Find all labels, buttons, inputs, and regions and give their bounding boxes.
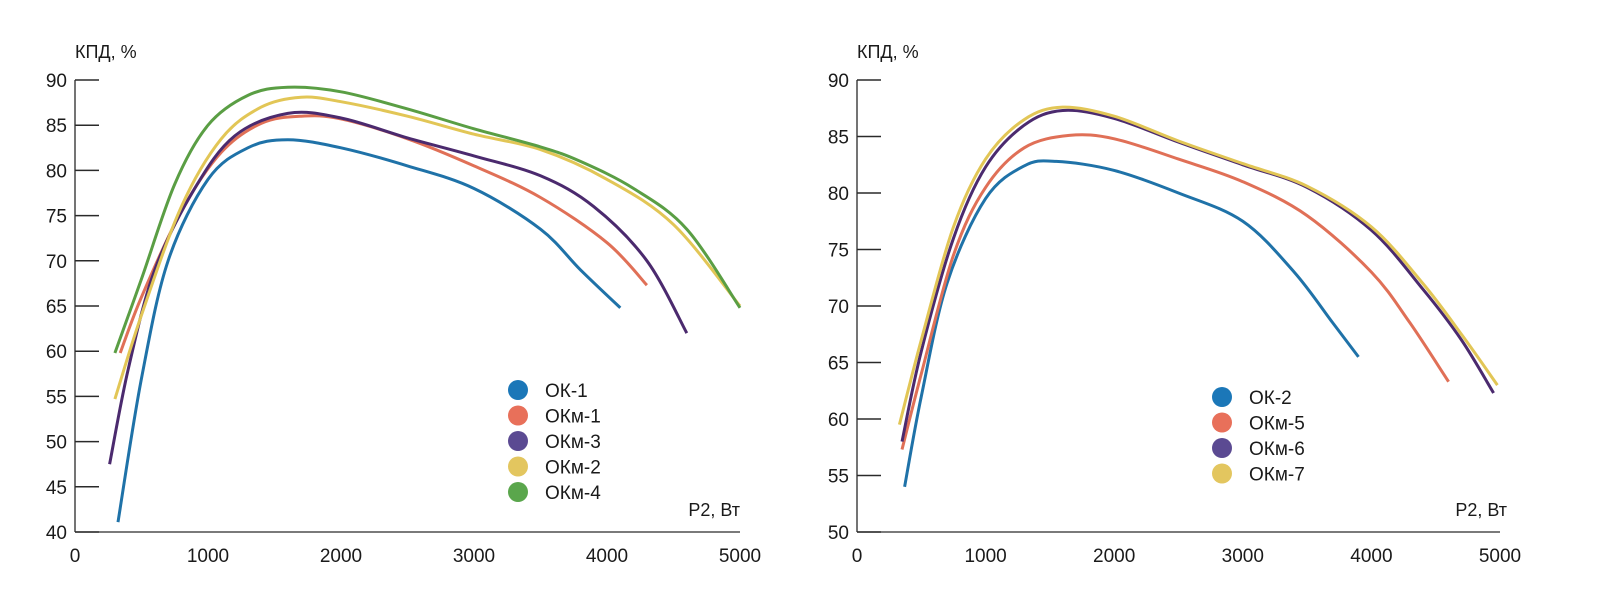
y-tick-label: 65 <box>46 297 67 318</box>
legend-marker <box>508 405 528 426</box>
legend: ОК-2 ОКм-5 ОКм-6 ОКм-7 <box>1212 387 1305 486</box>
y-tick-label: 50 <box>828 523 849 544</box>
y-tick-label: 90 <box>46 71 67 92</box>
legend-label: ОКм-2 <box>545 458 601 479</box>
y-tick-label: 40 <box>46 523 67 544</box>
series-lines <box>108 85 742 523</box>
legend-label: ОК-1 <box>545 381 588 402</box>
x-ticks: 0 1000 2000 3000 4000 5000 <box>852 546 1521 567</box>
series-lines <box>897 105 1499 488</box>
x-tick-label: 1000 <box>964 546 1006 567</box>
y-tick-label: 90 <box>828 71 849 92</box>
x-tick-label: 2000 <box>1093 546 1135 567</box>
x-tick-label: 3000 <box>1222 546 1264 567</box>
y-tick-label: 85 <box>46 116 67 137</box>
y-ticks: 50 55 60 65 70 75 80 85 90 <box>828 71 1500 544</box>
y-ticks: 40 45 50 55 60 65 70 75 80 85 90 <box>46 71 740 544</box>
y-tick-label: 55 <box>46 387 67 408</box>
legend-label: ОК-2 <box>1249 388 1292 409</box>
series-line-ОКм-2 <box>113 95 742 400</box>
legend-marker <box>508 456 528 477</box>
series-line-ОКм-1 <box>118 114 649 354</box>
y-tick-label: 75 <box>46 207 67 228</box>
x-ticks: 0 1000 2000 3000 4000 5000 <box>70 546 761 567</box>
legend-label: ОКм-3 <box>545 432 601 453</box>
chart-left: КПД, % P2, Вт 40 45 50 55 60 65 70 75 80 85 90 0 10… <box>46 42 761 567</box>
y-axis-title: КПД, % <box>75 42 137 62</box>
x-tick-label: 1000 <box>187 546 229 567</box>
series-line-ОКм-6 <box>900 108 1495 442</box>
x-tick-label: 5000 <box>1479 546 1521 567</box>
y-tick-label: 45 <box>46 478 67 499</box>
x-axis-title: P2, Вт <box>688 500 740 520</box>
y-tick-label: 75 <box>828 241 849 262</box>
legend-marker <box>508 431 528 451</box>
series-line-ОК-2 <box>903 159 1360 488</box>
series-line-ОКм-5 <box>900 133 1450 450</box>
y-axis-title: КПД, % <box>857 42 919 62</box>
x-tick-label: 2000 <box>320 546 362 567</box>
y-tick-label: 65 <box>828 354 849 375</box>
legend-label: ОКм-7 <box>1249 465 1305 486</box>
legend-marker <box>1212 412 1232 433</box>
legend-marker <box>508 482 528 502</box>
series-line-ОКм-4 <box>113 85 742 354</box>
y-tick-label: 55 <box>828 467 849 488</box>
x-tick-label: 0 <box>852 546 863 567</box>
y-tick-label: 60 <box>46 342 67 363</box>
x-tick-label: 0 <box>70 546 81 567</box>
legend: ОК-1 ОКм-1 ОКм-3 ОКм-2 ОКм-4 <box>508 380 601 504</box>
legend-label: ОКм-4 <box>545 483 601 504</box>
series-line-ОКм-3 <box>108 110 689 465</box>
y-tick-label: 70 <box>46 252 67 273</box>
y-tick-label: 70 <box>828 297 849 318</box>
x-tick-label: 4000 <box>1350 546 1392 567</box>
series-line-ОК-1 <box>116 138 622 523</box>
y-tick-label: 60 <box>828 410 849 431</box>
y-tick-label: 85 <box>828 128 849 149</box>
legend-marker <box>1212 463 1232 484</box>
y-tick-label: 80 <box>828 184 849 205</box>
series-line-ОКм-7 <box>897 105 1499 425</box>
legend-label: ОКм-1 <box>545 407 601 428</box>
y-tick-label: 50 <box>46 433 67 454</box>
legend-marker <box>1212 438 1232 458</box>
x-tick-label: 3000 <box>453 546 495 567</box>
x-tick-label: 5000 <box>719 546 761 567</box>
legend-label: ОКм-6 <box>1249 439 1305 460</box>
y-tick-label: 80 <box>46 161 67 182</box>
chart-right: КПД, % P2, Вт 50 55 60 65 70 75 80 85 90 0 1000 20… <box>828 42 1521 567</box>
legend-marker <box>508 380 528 400</box>
x-axis-title: P2, Вт <box>1455 500 1507 520</box>
legend-marker <box>1212 387 1232 407</box>
legend-label: ОКм-5 <box>1249 414 1305 435</box>
x-tick-label: 4000 <box>586 546 628 567</box>
